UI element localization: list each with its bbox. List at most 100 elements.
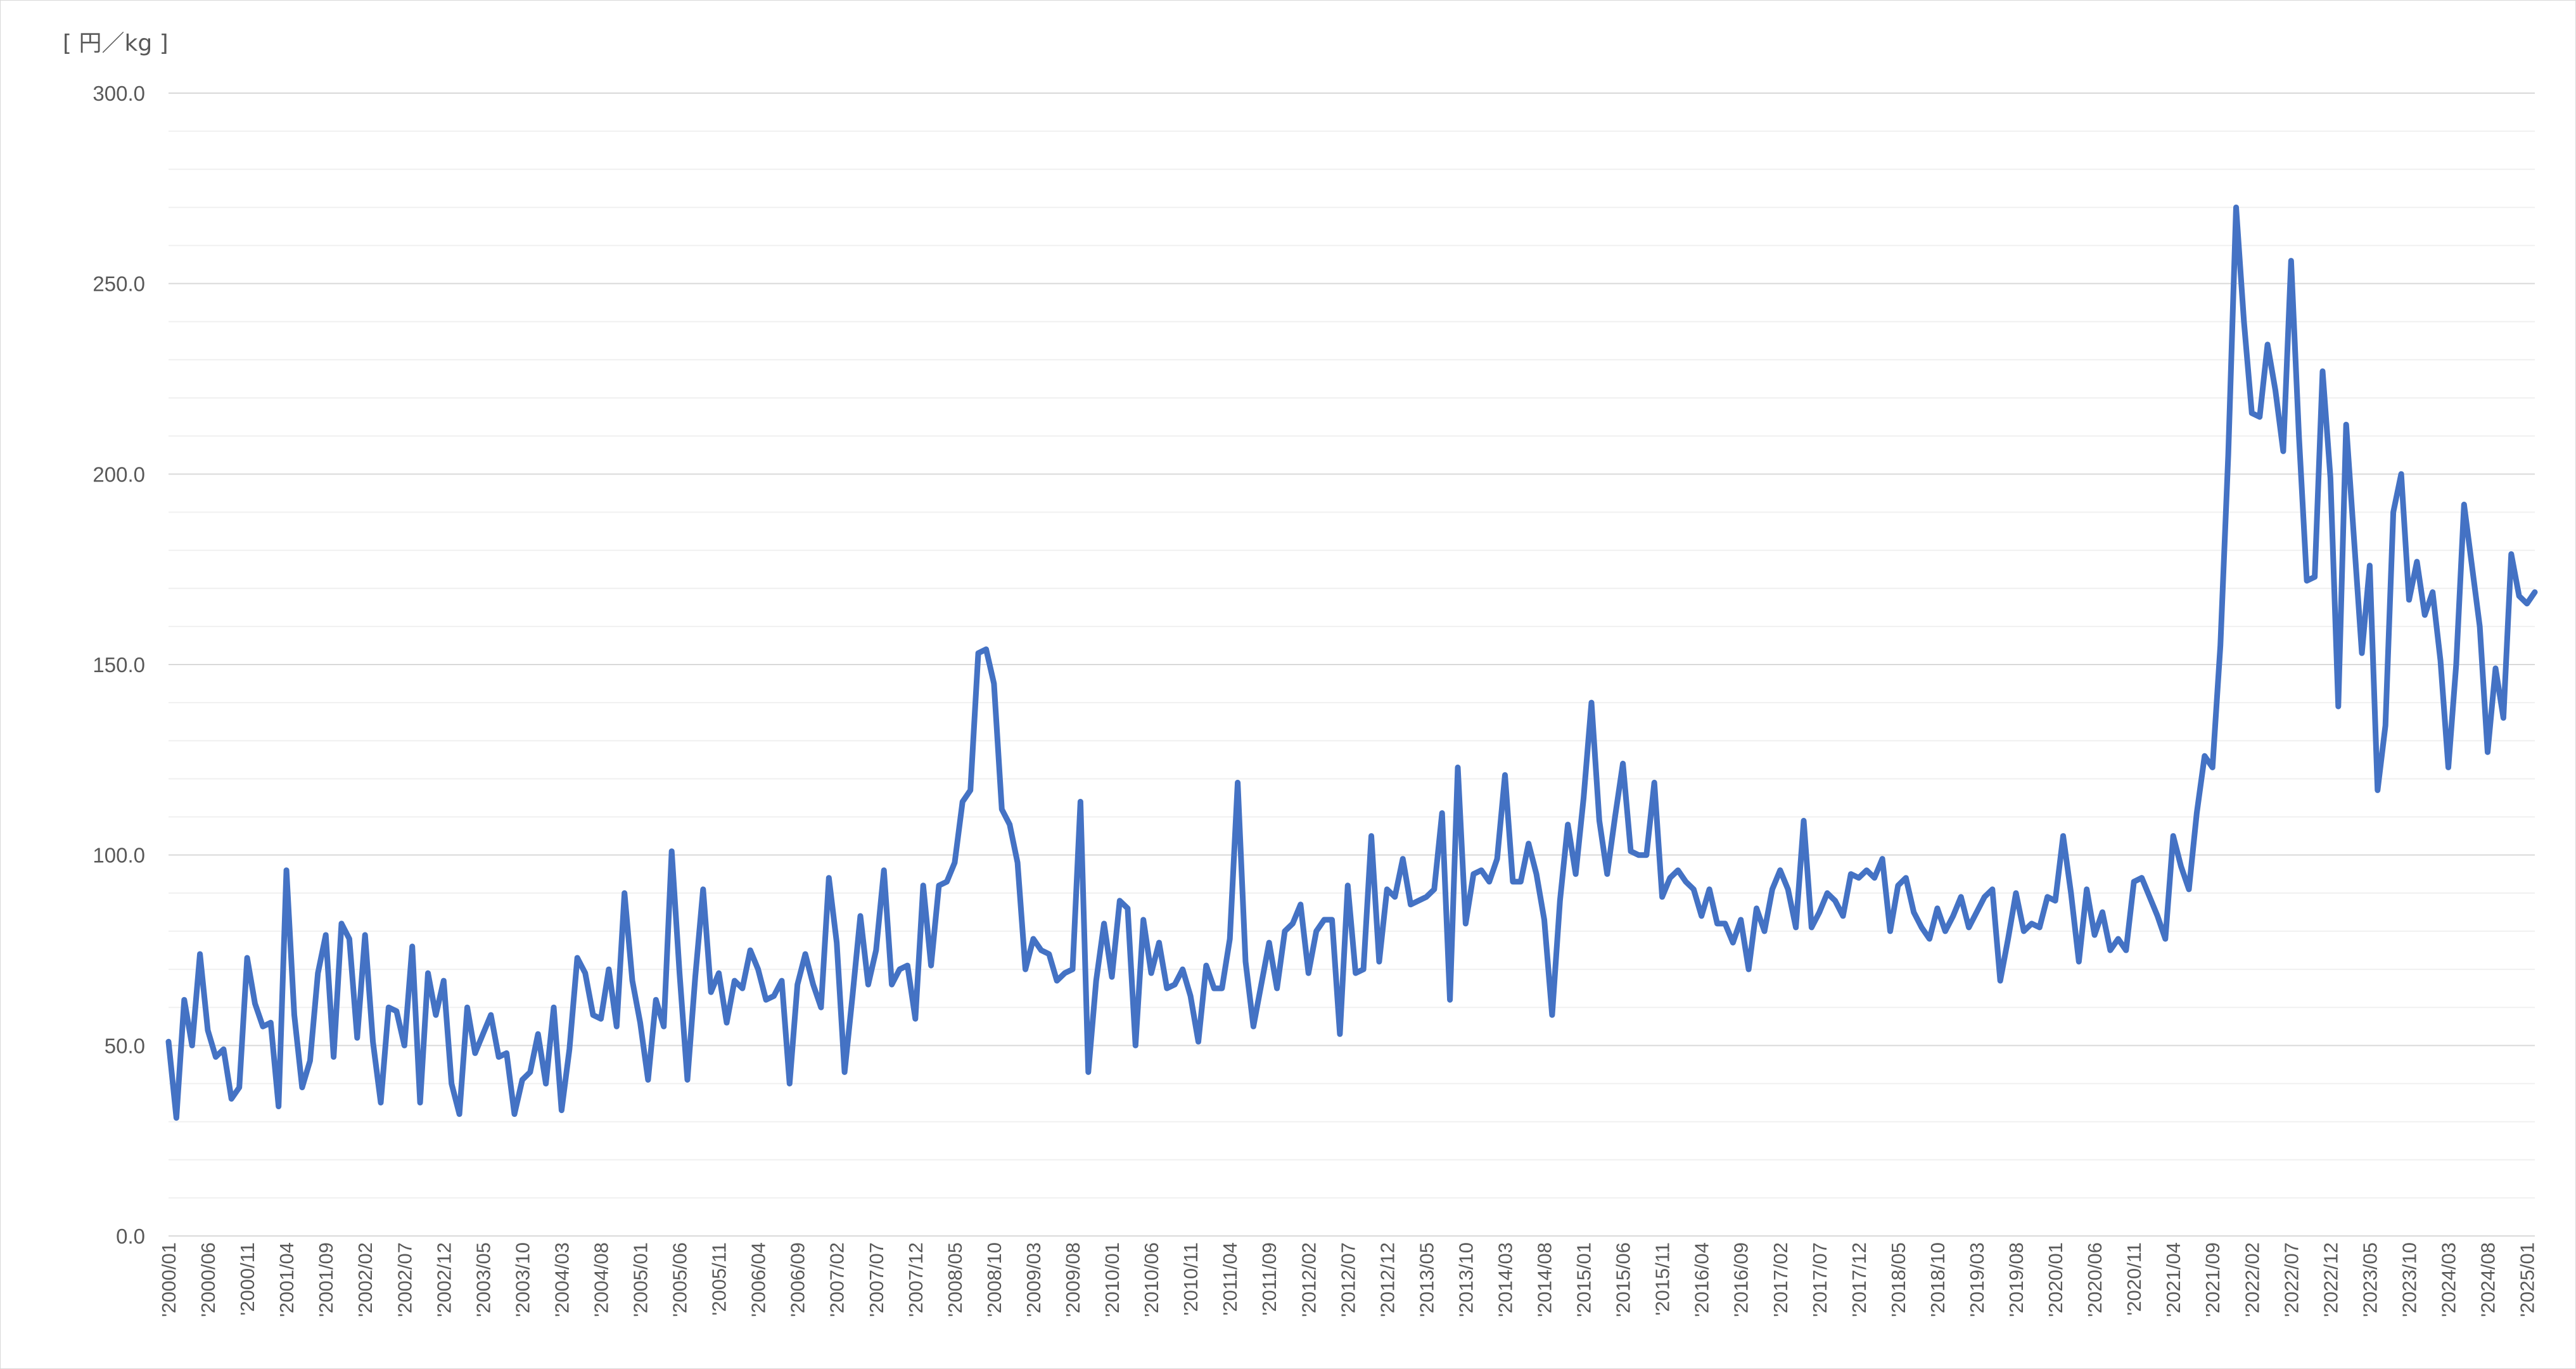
x-tick-label: '2020/06: [2084, 1242, 2106, 1317]
data-point: [553, 1007, 554, 1008]
data-point: [545, 1083, 547, 1085]
data-point: [357, 1037, 358, 1038]
data-point: [1591, 702, 1592, 703]
data-point: [223, 1048, 224, 1050]
x-tick-label: '2016/09: [1730, 1242, 1752, 1317]
x-tick-label: '2002/02: [354, 1242, 376, 1317]
data-point: [2495, 668, 2496, 669]
data-point: [813, 984, 814, 985]
data-point: [168, 1041, 169, 1042]
data-point: [435, 1014, 437, 1016]
data-point: [687, 1079, 688, 1081]
data-point: [1308, 972, 1309, 974]
data-point: [521, 1079, 523, 1081]
x-tick-label: '2007/02: [826, 1242, 848, 1317]
data-point: [852, 995, 853, 997]
data-point: [844, 1071, 845, 1073]
y-axis-tick-labels: 0.0 50.0 100.0 150.0 200.0 250.0 300.0: [92, 82, 145, 1248]
data-point: [1623, 763, 1624, 764]
data-point: [475, 1052, 476, 1054]
data-point: [805, 953, 806, 955]
data-point: [2377, 789, 2378, 791]
data-point: [1984, 896, 1985, 898]
data-point: [860, 915, 861, 917]
data-point: [2440, 660, 2441, 661]
data-point: [1206, 965, 1207, 966]
x-axis-tick-labels: '2000/01 '2000/06 '2000/11 '2001/04 '2001/09…: [158, 1242, 2539, 1317]
data-point: [1017, 862, 1018, 863]
data-point: [915, 1018, 916, 1019]
data-point: [1339, 1033, 1341, 1035]
data-point: [1567, 824, 1569, 825]
data-point: [2078, 961, 2079, 962]
data-point: [1999, 980, 2001, 981]
x-tick-label: '2022/07: [2280, 1242, 2302, 1317]
x-tick-label: '2025/01: [2516, 1242, 2539, 1317]
data-point: [2385, 725, 2386, 726]
data-point: [1953, 915, 1954, 917]
data-point: [647, 1079, 649, 1081]
data-point: [883, 870, 884, 871]
data-point: [1111, 976, 1113, 977]
data-point: [1151, 972, 1152, 974]
data-point: [1756, 908, 1757, 909]
data-point: [734, 980, 735, 981]
data-point: [2102, 912, 2103, 913]
data-point: [1559, 900, 1560, 901]
data-point: [286, 870, 287, 871]
data-point: [616, 1026, 617, 1027]
data-point: [317, 972, 319, 974]
data-point: [1764, 931, 1765, 932]
data-point: [2157, 915, 2158, 917]
x-tick-label: '2010/01: [1101, 1242, 1123, 1317]
data-point: [1473, 874, 1474, 875]
y-axis-unit-label: [ 円／kg ]: [63, 30, 169, 56]
data-point: [1316, 931, 1317, 932]
data-point: [1277, 988, 1278, 989]
data-point: [459, 1114, 460, 1115]
data-point: [309, 1060, 310, 1061]
data-point: [2534, 592, 2535, 593]
data-point: [797, 984, 798, 985]
data-point: [1237, 782, 1239, 783]
data-point: [679, 972, 680, 974]
data-point: [1646, 855, 1647, 856]
data-point: [443, 980, 444, 981]
data-point: [1080, 801, 1081, 803]
data-point: [592, 1014, 594, 1016]
data-point: [867, 984, 869, 985]
data-point: [726, 1022, 727, 1023]
data-point: [1874, 877, 1875, 879]
data-point: [1992, 889, 1993, 890]
y-tick-label: 300.0: [92, 82, 145, 105]
data-point: [1662, 896, 1663, 898]
data-point: [828, 877, 829, 879]
data-point: [2283, 450, 2284, 452]
data-point: [2196, 813, 2197, 814]
data-point: [1819, 912, 1820, 913]
data-point: [1363, 969, 1364, 970]
x-tick-label: '2016/04: [1691, 1242, 1713, 1317]
data-point: [577, 957, 578, 958]
x-tick-label: '2006/09: [787, 1242, 809, 1317]
data-point: [1897, 885, 1899, 886]
data-point: [978, 653, 979, 654]
data-point: [2031, 923, 2032, 924]
data-point: [1284, 931, 1285, 932]
x-tick-label: '2014/03: [1494, 1242, 1516, 1317]
data-point: [2015, 893, 2017, 894]
data-point: [1174, 984, 1175, 985]
data-point: [482, 1033, 483, 1035]
data-point: [2212, 767, 2213, 768]
data-point: [1850, 874, 1851, 875]
x-tick-label: '2011/09: [1258, 1242, 1280, 1316]
data-point: [2023, 931, 2024, 932]
data-point: [2275, 390, 2276, 391]
data-point: [1355, 972, 1356, 974]
data-point: [1182, 969, 1183, 970]
x-tick-label: '2009/08: [1062, 1242, 1084, 1317]
data-point: [2188, 889, 2190, 890]
data-point: [899, 969, 900, 970]
data-point: [419, 1102, 421, 1104]
x-tick-label: '2012/02: [1298, 1242, 1320, 1317]
